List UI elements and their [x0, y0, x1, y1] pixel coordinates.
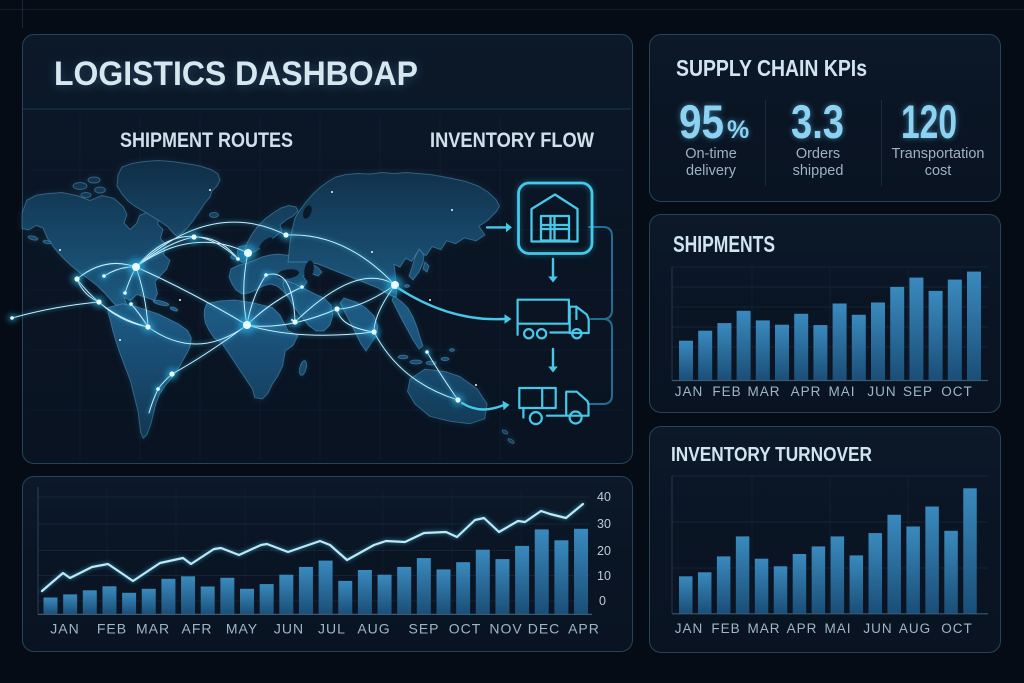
svg-text:Orders: Orders: [796, 146, 840, 162]
svg-text:30: 30: [597, 517, 611, 531]
svg-text:95: 95: [679, 95, 724, 148]
svg-text:MAR: MAR: [136, 621, 170, 637]
svg-text:JUN: JUN: [863, 621, 892, 636]
svg-text:INVENTORY TURNOVER: INVENTORY TURNOVER: [671, 444, 872, 466]
svg-text:JAN: JAN: [675, 384, 704, 399]
svg-text:MAI: MAI: [824, 621, 851, 636]
svg-text:shipped: shipped: [793, 163, 844, 179]
svg-text:DEC: DEC: [528, 621, 561, 637]
svg-text:APR: APR: [791, 384, 822, 399]
svg-text:MAR: MAR: [748, 384, 781, 399]
svg-text:OCT: OCT: [449, 621, 482, 637]
svg-text:FEB: FEB: [712, 384, 741, 399]
svg-text:3.3: 3.3: [791, 95, 844, 148]
svg-text:SEP: SEP: [408, 621, 439, 637]
svg-text:LOGISTICS DASHBOAP: LOGISTICS DASHBOAP: [54, 57, 418, 95]
svg-text:SEP: SEP: [903, 384, 933, 399]
svg-text:OCT: OCT: [941, 384, 973, 399]
svg-text:MAI: MAI: [828, 384, 855, 399]
svg-text:0: 0: [599, 594, 606, 608]
svg-text:APR: APR: [568, 621, 600, 637]
svg-text:MAR: MAR: [748, 621, 781, 636]
svg-text:NOV: NOV: [489, 621, 522, 637]
svg-text:40: 40: [597, 490, 611, 504]
svg-text:JAN: JAN: [50, 621, 79, 637]
svg-text:AUG: AUG: [357, 621, 390, 637]
svg-text:JUL: JUL: [318, 621, 346, 637]
svg-text:FEB: FEB: [711, 621, 740, 636]
svg-text:%: %: [727, 116, 749, 144]
svg-text:SHIPMENTS: SHIPMENTS: [673, 231, 775, 257]
svg-text:On-time: On-time: [685, 146, 737, 162]
svg-text:MAY: MAY: [226, 621, 258, 637]
svg-text:120: 120: [901, 95, 957, 148]
svg-text:20: 20: [597, 544, 611, 558]
svg-text:LOGISTICS DASHBOAP: LOGISTICS DASHBOAP: [54, 55, 418, 93]
svg-text:SHIPMENT ROUTES: SHIPMENT ROUTES: [120, 128, 293, 152]
svg-text:3.3: 3.3: [791, 95, 844, 148]
svg-text:AUG: AUG: [899, 621, 931, 636]
svg-text:120: 120: [901, 95, 957, 148]
svg-text:FEB: FEB: [97, 621, 127, 637]
svg-text:10: 10: [597, 569, 611, 583]
svg-text:JAN: JAN: [675, 621, 704, 636]
svg-text:JUN: JUN: [274, 621, 304, 637]
svg-text:delivery: delivery: [686, 163, 737, 179]
svg-text:INVENTORY FLOW: INVENTORY FLOW: [430, 128, 595, 152]
svg-text:JUN: JUN: [867, 384, 896, 399]
svg-text:APR: APR: [787, 621, 818, 636]
svg-text:SUPPLY CHAIN KPIs: SUPPLY CHAIN KPIs: [676, 55, 867, 81]
svg-text:AFR: AFR: [182, 621, 213, 637]
svg-text:OCT: OCT: [941, 621, 973, 636]
svg-text:Transportation: Transportation: [892, 146, 985, 162]
svg-text:cost: cost: [925, 163, 952, 179]
svg-text:95: 95: [679, 95, 724, 148]
svg-text:%: %: [727, 116, 749, 144]
